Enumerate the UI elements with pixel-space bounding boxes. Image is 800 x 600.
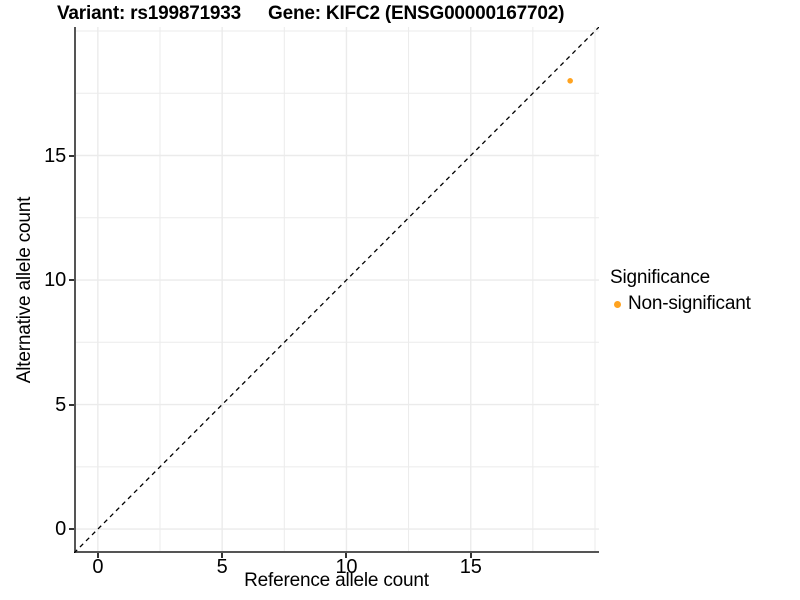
legend-title: Significance	[610, 267, 711, 288]
y-tick-label: 5	[55, 393, 66, 416]
legend-items: Non-significant	[610, 293, 751, 315]
legend-item: Non-significant	[610, 293, 751, 315]
x-tick-label: 0	[92, 556, 104, 578]
x-tick-label: 10	[335, 556, 358, 578]
y-tick-mark	[69, 154, 74, 157]
y-tick-label: 15	[44, 144, 66, 167]
x-tick-mark	[469, 553, 472, 558]
x-tick-label: 15	[459, 556, 482, 578]
plot-canvas	[74, 27, 599, 553]
y-tick-mark	[69, 279, 74, 282]
x-tick-mark	[221, 553, 224, 558]
y-tick-label: 10	[44, 269, 66, 292]
legend-point-icon	[614, 300, 621, 308]
plot-panel	[74, 27, 599, 553]
x-tick-mark	[96, 553, 99, 558]
y-tick-label: 0	[55, 518, 66, 541]
identity-line	[74, 27, 599, 553]
plot-title-gene: Gene: KIFC2 (ENSG00000167702)	[268, 3, 565, 24]
legend-label: Non-significant	[628, 293, 751, 314]
data-point	[567, 77, 573, 84]
x-axis-title: Reference allele count	[244, 570, 429, 591]
x-tick-label: 5	[216, 556, 228, 578]
y-tick-mark	[69, 403, 74, 406]
x-tick-mark	[345, 553, 348, 558]
plot-title-variant: Variant: rs199871933	[57, 3, 242, 24]
legend: Significance Non-significant	[610, 266, 751, 315]
y-tick-mark	[69, 528, 74, 531]
